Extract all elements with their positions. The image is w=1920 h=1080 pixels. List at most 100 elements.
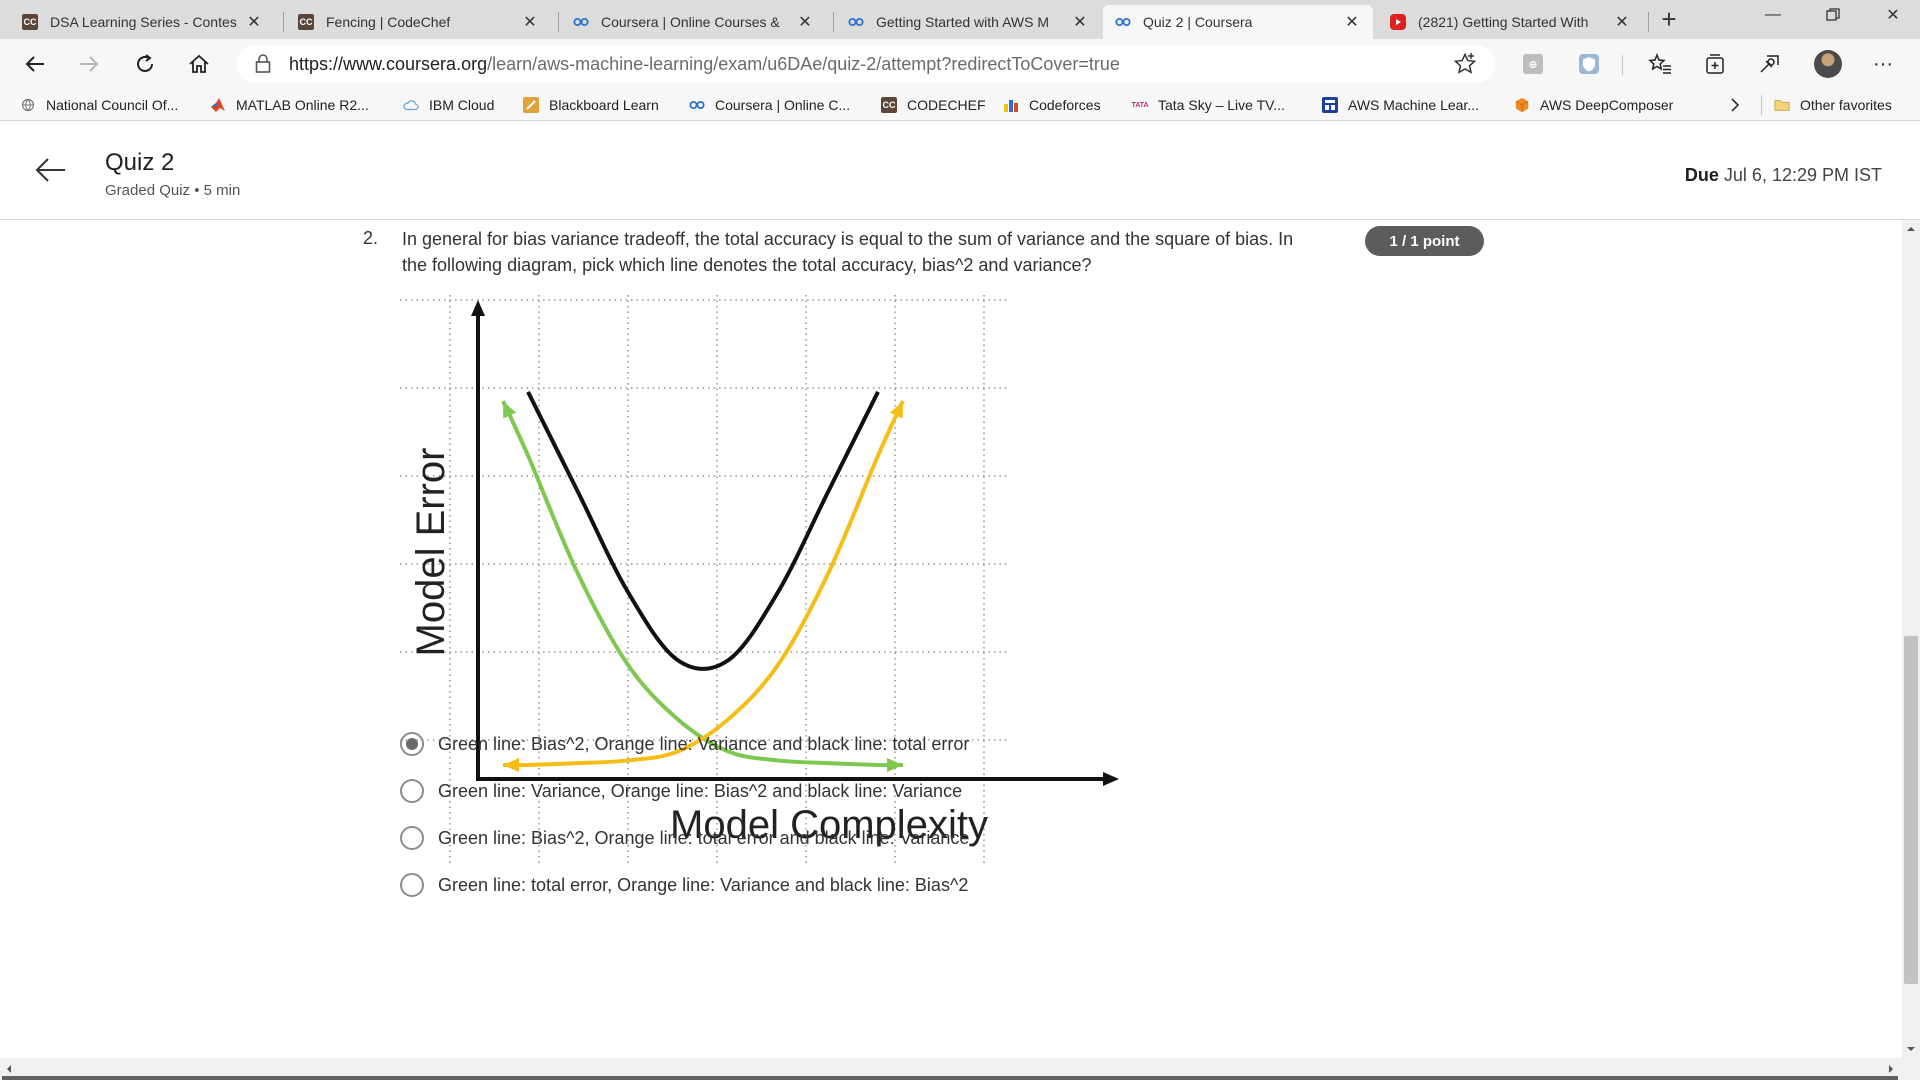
vertical-scroll-thumb[interactable] — [1904, 636, 1918, 984]
scroll-up-icon[interactable] — [1902, 222, 1920, 236]
new-tab-button[interactable]: + — [1661, 4, 1677, 34]
bookmark-label: AWS DeepComposer — [1540, 97, 1674, 113]
home-button[interactable] — [183, 48, 215, 80]
close-icon[interactable]: ✕ — [1345, 14, 1359, 31]
scroll-left-icon[interactable] — [2, 1060, 16, 1078]
scroll-down-icon[interactable] — [1902, 1042, 1920, 1056]
globe-icon — [20, 97, 36, 113]
bookmark-item[interactable]: National Council Of... — [20, 95, 178, 115]
refresh-button[interactable] — [129, 48, 161, 80]
horizontal-scrollbar[interactable] — [0, 1058, 1920, 1080]
matlab-icon — [210, 97, 226, 113]
blackboard-icon — [523, 97, 539, 113]
tab-title: Fencing | CodeChef — [326, 14, 451, 30]
back-button[interactable] — [19, 48, 51, 80]
bookmark-item[interactable]: AWS Machine Lear... — [1322, 95, 1479, 115]
bookmark-separator — [1761, 95, 1762, 115]
codeforces-icon — [1003, 97, 1019, 113]
profile-avatar[interactable] — [1814, 50, 1842, 78]
refresh-icon — [137, 54, 153, 72]
orange-arrowhead-left — [503, 758, 519, 772]
bookmark-item[interactable]: MATLAB Online R2... — [210, 95, 369, 115]
forward-button[interactable] — [73, 48, 105, 80]
due-value: Jul 6, 12:29 PM IST — [1723, 165, 1882, 185]
close-icon[interactable]: ✕ — [523, 14, 537, 31]
question-number: 2. — [363, 228, 379, 248]
back-arrow-icon[interactable] — [34, 157, 66, 183]
radio-unselected[interactable] — [400, 779, 424, 803]
close-icon[interactable]: ✕ — [1073, 14, 1087, 31]
bias-variance-chart: Model Complexity Model Error — [400, 295, 1119, 865]
answer-option-label: Green line: Variance, Orange line: Bias^… — [438, 780, 963, 801]
extension-icon[interactable]: ⊕ — [1518, 49, 1548, 79]
bookmark-label: MATLAB Online R2... — [236, 97, 369, 113]
radio-selected[interactable] — [400, 732, 424, 756]
restore-button[interactable] — [1803, 0, 1863, 30]
bookmark-item[interactable]: CC CODECHEF — [881, 95, 986, 115]
answer-option[interactable]: Green line: total error, Orange line: Va… — [400, 871, 968, 899]
bookmark-item[interactable]: AWS DeepComposer — [1514, 95, 1673, 115]
coursera-icon — [689, 97, 705, 113]
question-text: In general for bias variance tradeoff, t… — [402, 229, 1294, 275]
answer-option-label: Green line: Bias^2, Orange line: total e… — [438, 827, 970, 848]
navigation-bar: https://www.coursera.org/learn/aws-machi… — [0, 39, 1920, 89]
radio-unselected[interactable] — [400, 873, 424, 897]
bookmark-label: IBM Cloud — [429, 97, 495, 113]
green-arrowhead-top — [503, 401, 517, 419]
answer-option[interactable]: Green line: Bias^2, Orange line: total e… — [400, 824, 969, 852]
close-icon[interactable]: ✕ — [247, 14, 261, 31]
orange-arrowhead-top — [889, 401, 903, 419]
green-arrowhead-right — [887, 758, 903, 772]
coursera-icon — [1115, 14, 1131, 30]
chart-grid — [400, 295, 1010, 865]
bookmarks-overflow-button[interactable] — [1730, 95, 1740, 115]
lock-icon — [255, 54, 271, 73]
tab-separator — [558, 12, 559, 32]
tab-fencing[interactable]: CC Fencing | CodeChef ✕ — [286, 5, 551, 39]
answer-option[interactable]: Green line: Variance, Orange line: Bias^… — [400, 777, 962, 805]
bookmark-item[interactable]: TATA Tata Sky – Live TV... — [1131, 95, 1284, 115]
other-favorites-label: Other favorites — [1800, 97, 1892, 113]
star-icon[interactable] — [1453, 52, 1477, 76]
favorites-icon[interactable] — [1645, 49, 1675, 79]
collections-icon[interactable] — [1700, 49, 1730, 79]
bookmark-item[interactable]: Blackboard Learn — [523, 95, 659, 115]
bookmark-item[interactable]: IBM Cloud — [403, 95, 494, 115]
tab-separator — [833, 12, 834, 32]
black-series-line — [526, 391, 880, 671]
quiz-subtitle: Graded Quiz • 5 min — [105, 182, 241, 199]
bookmark-item[interactable]: Coursera | Online C... — [689, 95, 850, 115]
home-icon — [189, 54, 209, 73]
close-window-button[interactable]: ✕ — [1886, 7, 1900, 24]
read-aloud-icon[interactable] — [1755, 49, 1785, 79]
shield-extension-icon[interactable] — [1574, 49, 1604, 79]
close-icon[interactable]: ✕ — [798, 14, 812, 31]
more-menu-icon[interactable]: ··· — [1873, 52, 1893, 75]
x-axis-label: Model Complexity — [670, 803, 988, 847]
codechef-icon: CC — [298, 14, 314, 30]
horizontal-scroll-thumb[interactable] — [2, 1076, 1898, 1080]
tab-youtube[interactable]: (2821) Getting Started With ✕ — [1378, 5, 1643, 39]
other-favorites[interactable]: Other favorites — [1774, 95, 1892, 115]
due-label: Due — [1684, 165, 1719, 185]
close-icon[interactable]: ✕ — [1615, 14, 1629, 31]
tab-quiz-2[interactable]: Quiz 2 | Coursera ✕ — [1103, 5, 1373, 39]
radio-unselected[interactable] — [400, 826, 424, 850]
answer-option-label: Green line: Bias^2, Orange line: Varianc… — [438, 733, 970, 754]
scroll-right-icon[interactable] — [1884, 1060, 1898, 1078]
tab-dsa-learning[interactable]: CC DSA Learning Series - Contes ✕ — [10, 5, 275, 39]
toolbar-separator — [1622, 55, 1623, 75]
answer-option[interactable]: Green line: Bias^2, Orange line: Varianc… — [400, 730, 969, 758]
bookmark-item[interactable]: Codeforces — [1003, 95, 1101, 115]
bookmark-label: Blackboard Learn — [549, 97, 659, 113]
tab-title: (2821) Getting Started With — [1418, 14, 1589, 30]
tab-coursera-online[interactable]: Coursera | Online Courses & ✕ — [561, 5, 826, 39]
x-axis-arrowhead — [1103, 772, 1119, 786]
minimize-button[interactable]: — — [1765, 6, 1781, 23]
coursera-icon — [848, 14, 864, 30]
url-host: https://www.coursera.org — [289, 54, 488, 74]
address-bar[interactable]: https://www.coursera.org/learn/aws-machi… — [237, 45, 1495, 83]
url-path: /learn/aws-machine-learning/exam/u6DAe/q… — [487, 54, 1120, 74]
tab-getting-started-aws[interactable]: Getting Started with AWS M ✕ — [836, 5, 1101, 39]
tab-title: Quiz 2 | Coursera — [1143, 14, 1253, 30]
